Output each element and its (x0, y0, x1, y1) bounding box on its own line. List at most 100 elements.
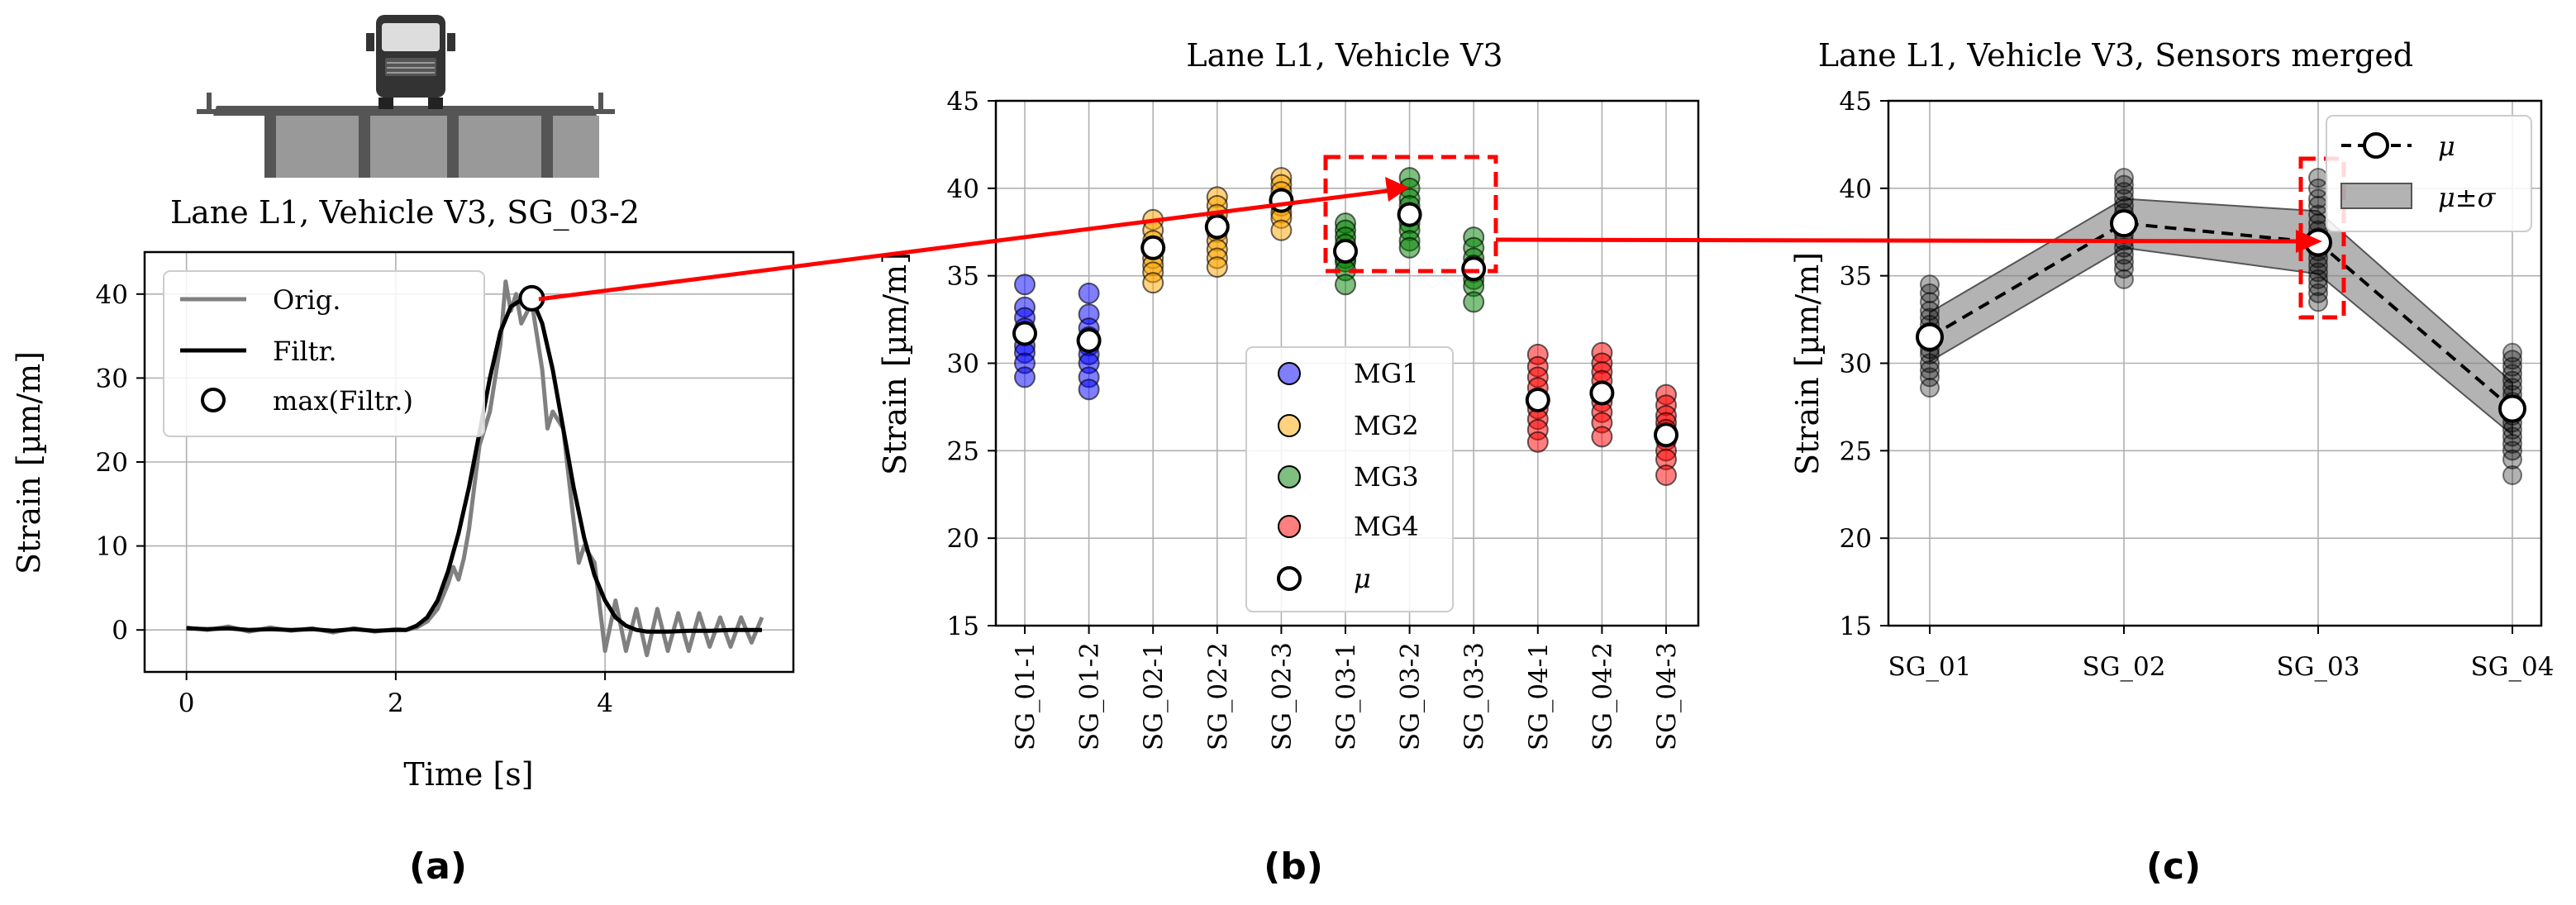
data-point-mg4 (1526, 431, 1549, 453)
mean-marker (1076, 327, 1102, 353)
data-point (2308, 292, 2328, 312)
y-tick-label: 25 (947, 436, 979, 466)
x-tick-label: 2 (388, 688, 404, 718)
data-point (1920, 353, 1940, 374)
data-point (2502, 350, 2522, 370)
y-tick-label: 40 (96, 280, 128, 310)
series-line-filtr (186, 296, 762, 634)
y-tick-label: 45 (1840, 87, 1872, 117)
legend-max-marker (201, 388, 226, 412)
bridge-post-right (598, 93, 603, 114)
legend-max-label: max(Filtr.) (273, 385, 413, 417)
data-point-mg3 (1398, 236, 1421, 259)
data-point (2502, 449, 2522, 469)
x-tick-label: SG_02-3 (1267, 642, 1297, 750)
arrow-a-to-b-head (1385, 177, 1409, 202)
panel-a-title: Lane L1, Vehicle V3, SG_03-2 (170, 194, 640, 231)
arrow-a-to-b (538, 188, 1394, 302)
panel-c-series (1916, 168, 2526, 485)
x-tick-label: SG_01 (1888, 652, 1972, 682)
panel-c-ticks: SG_01 SG_02 SG_03 SG_04 15 20 25 30 35 40 45 (1840, 87, 2555, 682)
data-point-mg1 (1078, 379, 1100, 401)
mean-marker (1140, 235, 1166, 260)
x-tick-label: SG_03 (2277, 652, 2360, 682)
mean-marker (1525, 387, 1550, 412)
data-point-mg2 (1206, 256, 1228, 279)
data-point (2114, 245, 2134, 265)
y-tick-label: 30 (96, 364, 128, 393)
x-tick-label: SG_02-2 (1203, 642, 1233, 750)
y-tick-label: 30 (947, 350, 979, 379)
data-point (2308, 269, 2328, 289)
data-point (2502, 342, 2522, 363)
data-point-mg3 (1335, 274, 1356, 296)
mean-marker (1654, 422, 1678, 448)
x-tick-label: SG_03-1 (1331, 642, 1361, 750)
data-point (2502, 426, 2522, 447)
bridge-rail-right (593, 109, 615, 114)
panel-c-legend: μ μ±σ (2326, 115, 2532, 232)
legend-mg4-marker (1278, 515, 1301, 538)
data-point (2502, 464, 2522, 485)
x-tick-label: SG_02 (2083, 652, 2166, 682)
x-tick-label: 0 (179, 688, 195, 718)
legend-mg3-label: MG3 (1354, 461, 1419, 493)
legend-mg1-label: MG1 (1354, 358, 1419, 389)
panel-b-title: Lane L1, Vehicle V3 (1186, 37, 1502, 74)
bridge-deck (213, 106, 597, 116)
legend-mg3-marker (1278, 465, 1301, 488)
panel-b-ticks: SG_01-1 SG_01-2 SG_02-1 SG_02-2 SG_02-3 SG_03… (947, 87, 1682, 750)
y-tick-label: 20 (1840, 524, 1872, 554)
panel-a-legend: Orig. Filtr. max(Filtr.) (163, 270, 485, 437)
mean-marker (1397, 202, 1422, 227)
caption-a: (a) (409, 845, 467, 888)
data-point (2502, 356, 2522, 377)
x-tick-label: SG_04 (2471, 652, 2555, 682)
legend-band-swatch (2340, 183, 2412, 209)
data-point (1920, 301, 1940, 321)
mean-marker (2110, 209, 2138, 238)
x-tick-label: SG_04-2 (1588, 642, 1617, 750)
y-tick-label: 45 (947, 87, 979, 117)
data-point (2502, 370, 2522, 391)
data-point (2114, 188, 2134, 209)
bridge-girder-3 (447, 116, 459, 178)
connector-arrows (538, 177, 2322, 302)
y-tick-label: 20 (947, 524, 979, 554)
data-point-mg4 (1655, 464, 1677, 486)
y-tick-label: 35 (1840, 262, 1872, 292)
panel-a-xlabel: Time [s] (403, 756, 533, 793)
caption-b: (b) (1264, 845, 1323, 888)
panel-b-ylabel: Strain [µm/m] (877, 252, 913, 475)
y-tick-label: 15 (947, 612, 979, 641)
panel-b-legend: MG1 MG2 MG3 MG4 μ (1245, 346, 1454, 612)
legend-mg4-label: MG4 (1354, 511, 1419, 542)
panel-c-title: Lane L1, Vehicle V3, Sensors merged (1818, 37, 2413, 74)
data-point-mg2 (1270, 219, 1293, 241)
x-tick-label: SG_01-2 (1075, 642, 1105, 750)
data-point (2114, 182, 2134, 202)
bridge-girder-4 (541, 116, 553, 178)
y-tick-label: 30 (1840, 350, 1872, 379)
mean-marker (1916, 322, 1944, 351)
data-point-mg3 (1463, 291, 1485, 313)
data-point (1920, 378, 1940, 398)
mean-marker (1461, 256, 1487, 282)
data-point-mg1 (1014, 274, 1036, 296)
data-point (2308, 262, 2328, 283)
x-tick-label: SG_04-3 (1652, 642, 1682, 750)
legend-mean-label: μ (1354, 563, 1371, 594)
arrow-b-to-c-head (2296, 230, 2322, 253)
panel-a-ylabel: Strain [µm/m] (11, 351, 47, 574)
mean-marker (2498, 394, 2526, 423)
mean-marker (1204, 214, 1230, 240)
x-tick-label: SG_04-1 (1524, 642, 1554, 750)
bridge-with-truck-icon (197, 15, 615, 178)
y-tick-label: 15 (1840, 612, 1872, 641)
legend-filtr-label: Filtr. (273, 336, 336, 367)
x-tick-label: SG_03-2 (1396, 642, 1426, 750)
arrow-b-to-c (1495, 237, 2298, 244)
data-point (1920, 367, 1940, 388)
